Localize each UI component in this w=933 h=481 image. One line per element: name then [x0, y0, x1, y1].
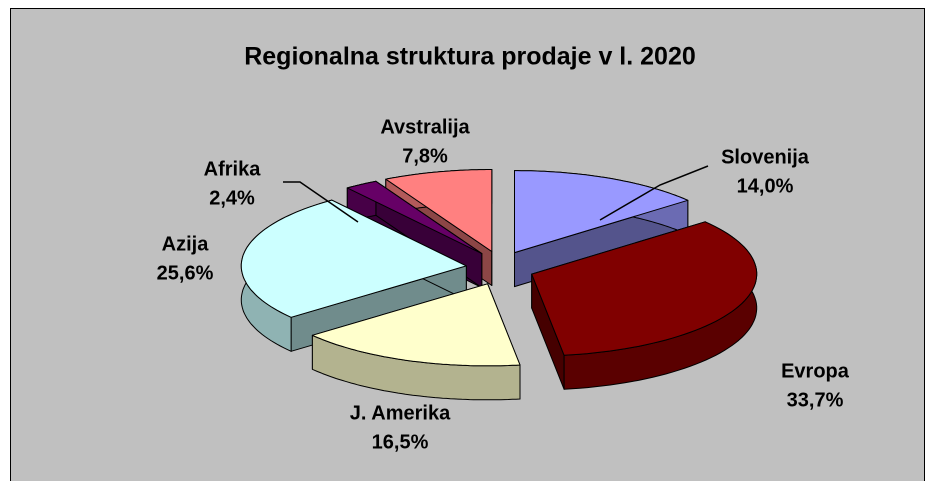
- chart-title: Regionalna struktura prodaje v l. 2020: [244, 43, 696, 71]
- slice-value-label: 33,7%: [787, 389, 844, 411]
- slice: [311, 283, 521, 367]
- slice: [346, 180, 483, 255]
- leader-line: [283, 181, 359, 223]
- slice-label: Azija: [162, 233, 210, 255]
- slice-label: Evropa: [781, 360, 850, 382]
- slice: [531, 221, 758, 356]
- slice-value-label: 14,0%: [737, 175, 794, 197]
- labels: Slovenija 14,0% Evropa 33,7% J. Amerika 16,5%…: [157, 116, 850, 453]
- slice-value-label: 7,8%: [402, 145, 448, 167]
- slice-value-label: 25,6%: [157, 262, 214, 284]
- slice: [385, 169, 493, 252]
- slice-label: J. Amerika: [350, 402, 451, 424]
- pie: [240, 169, 758, 401]
- slice-label: Slovenija: [721, 146, 810, 168]
- leader-line: [599, 165, 709, 221]
- slice-label: Avstralija: [380, 116, 470, 138]
- slice-value-label: 2,4%: [209, 187, 255, 209]
- slice-label: Afrika: [204, 158, 262, 180]
- slice: [240, 199, 467, 318]
- slice-value-label: 16,5%: [372, 431, 429, 453]
- slice: [514, 170, 689, 254]
